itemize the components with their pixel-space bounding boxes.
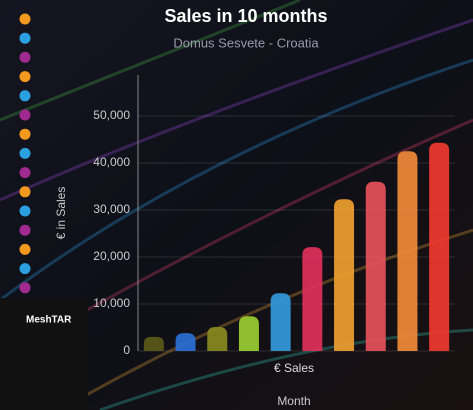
chart-subtitle: Domus Sesvete - Croatia xyxy=(173,35,319,50)
bar xyxy=(270,293,291,351)
logo-box xyxy=(0,298,88,410)
y-tick-label: 40,000 xyxy=(93,155,130,169)
dot xyxy=(19,282,31,294)
legend-entry: € Sales xyxy=(274,361,314,375)
dot xyxy=(19,90,31,102)
bar xyxy=(334,199,355,351)
y-tick-label: 0 xyxy=(123,343,130,357)
chart-title: Sales in 10 months xyxy=(164,6,327,26)
dot xyxy=(19,167,31,179)
y-tick-label: 30,000 xyxy=(93,202,130,216)
bar xyxy=(302,247,323,351)
dot xyxy=(19,32,31,44)
x-axis-label: Month xyxy=(277,394,310,408)
dot xyxy=(19,186,31,198)
dot xyxy=(19,51,31,63)
bar xyxy=(143,336,164,351)
bar xyxy=(397,151,418,351)
dot xyxy=(19,243,31,255)
bar xyxy=(238,316,259,351)
y-tick-label: 10,000 xyxy=(93,296,130,310)
y-tick-label: 20,000 xyxy=(93,249,130,263)
dot xyxy=(19,147,31,159)
dot xyxy=(19,128,31,140)
bar xyxy=(207,327,228,351)
logo: MeshTAR xyxy=(26,315,72,326)
dot xyxy=(19,263,31,275)
dot xyxy=(19,205,31,217)
dot xyxy=(19,109,31,121)
y-tick-label: 50,000 xyxy=(93,108,130,122)
dot xyxy=(19,224,31,236)
dot xyxy=(19,71,31,83)
bar xyxy=(365,181,386,351)
y-axis-label: € in Sales xyxy=(54,187,68,240)
dot xyxy=(19,13,31,25)
bar xyxy=(429,142,450,351)
bar xyxy=(175,333,196,351)
